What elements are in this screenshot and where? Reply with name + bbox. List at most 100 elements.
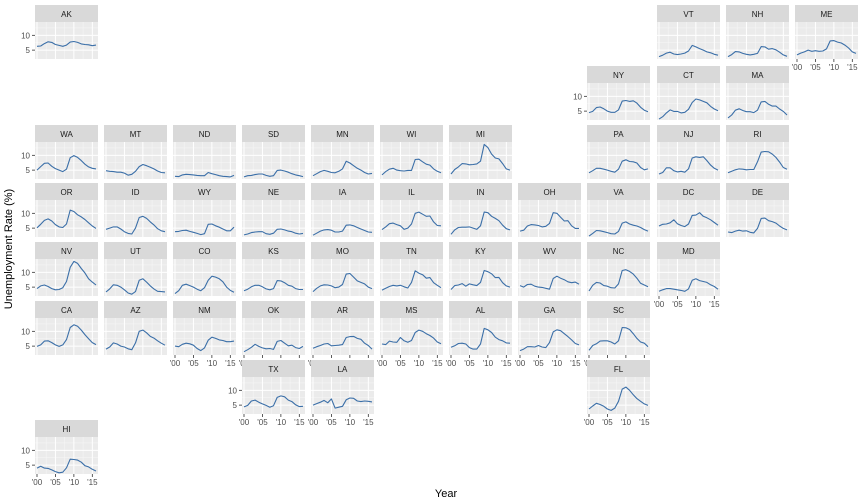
facet-strip-label: FL: [614, 365, 624, 374]
series-line-nm: [174, 336, 235, 352]
facet-strip-label: CA: [61, 306, 73, 315]
facet-strip-label: NH: [752, 10, 764, 19]
x-tick-label: '00: [308, 418, 319, 427]
facet-strip: [311, 183, 374, 200]
facet-nv: NV 5 10: [21, 242, 98, 296]
facet-strip-label: DE: [752, 188, 763, 197]
facet-strip: [35, 242, 98, 259]
facet-strip-label: ND: [199, 130, 211, 139]
facet-strip-label: NJ: [684, 130, 694, 139]
series-line-me: [796, 40, 857, 56]
facet-strip: [726, 66, 789, 83]
facet-strip: [657, 183, 720, 200]
facet-strip-label: WA: [60, 130, 73, 139]
x-tick-label: '10: [207, 359, 218, 368]
series-line-al: [450, 327, 511, 350]
facet-ca: CA 5 10: [21, 301, 98, 355]
facet-strip: [104, 183, 167, 200]
facet-nd: ND: [173, 125, 236, 179]
facet-strip-label: GA: [544, 306, 556, 315]
series-line-ks: [243, 280, 303, 292]
facet-ne: NE: [242, 183, 305, 237]
series-line-wi: [381, 158, 442, 176]
facet-strip-label: OH: [544, 188, 556, 197]
facet-strip-label: MD: [682, 247, 695, 256]
series-line-fl: [588, 386, 649, 411]
facet-md: MD '00 '05 '10 '15: [654, 242, 720, 309]
facet-vt: VT: [657, 5, 720, 59]
facet-strip: [104, 301, 167, 318]
series-line-hi: [36, 458, 97, 474]
facet-mn: MN: [311, 125, 374, 179]
facet-strip-label: MI: [476, 130, 485, 139]
series-line-ms: [381, 329, 442, 346]
x-tick-label: '05: [810, 63, 821, 72]
facet-az: AZ: [104, 301, 167, 355]
facet-strip: [173, 301, 236, 318]
y-tick-label: 10: [21, 327, 30, 336]
facet-ri: RI: [726, 125, 789, 179]
y-tick-label: 10: [21, 209, 30, 218]
facet-panel: [518, 259, 581, 296]
facet-ms: MS '00 '05 '10 '15: [377, 301, 443, 368]
x-tick-label: '15: [225, 359, 236, 368]
facet-strip-label: KS: [268, 247, 279, 256]
y-tick-label: 5: [26, 342, 31, 351]
x-tick-label: '05: [464, 359, 475, 368]
facet-strip: [726, 183, 789, 200]
y-tick-label: 5: [26, 224, 31, 233]
series-line-az: [105, 329, 166, 351]
facet-strip-label: HI: [63, 425, 71, 434]
facet-ga: GA '00 '05 '10 '15: [515, 301, 581, 368]
facet-strip: [587, 360, 650, 377]
x-tick-label: '15: [709, 300, 720, 309]
facet-wi: WI: [380, 125, 443, 179]
facet-panel: [173, 318, 236, 355]
facet-me: ME '00 '05 '10 '15: [792, 5, 858, 72]
series-line-va: [588, 221, 649, 237]
series-line-oh: [519, 212, 579, 232]
facet-strip: [311, 301, 374, 318]
y-tick-label: 5: [578, 107, 583, 116]
facet-strip: [795, 5, 858, 22]
facet-strip-label: IL: [408, 188, 415, 197]
facet-strip-label: ME: [821, 10, 833, 19]
facet-strip: [587, 66, 650, 83]
x-tick-label: '00: [377, 359, 388, 368]
x-tick-label: '00: [239, 418, 250, 427]
facet-strip: [726, 5, 789, 22]
series-line-nv: [36, 260, 97, 291]
y-tick-label: 10: [573, 92, 582, 101]
series-line-pa: [588, 159, 649, 174]
facet-wa: WA 5 10: [21, 125, 98, 179]
facet-strip: [173, 242, 236, 259]
facet-ok: OK'00'05'10'15: [239, 301, 305, 368]
facet-strip: [311, 242, 374, 259]
facet-strip-label: NV: [61, 247, 73, 256]
facet-strip-label: KY: [475, 247, 486, 256]
facet-panel: [173, 200, 236, 237]
series-line-ia: [312, 224, 373, 236]
x-tick-label: '15: [432, 359, 443, 368]
facet-panel: [587, 142, 650, 179]
y-tick-label: 10: [21, 31, 30, 40]
facet-tn: TN: [380, 242, 443, 296]
x-tick-label: '00: [515, 359, 526, 368]
facet-ct: CT: [657, 66, 720, 120]
x-tick-label: '10: [691, 300, 702, 309]
facet-strip: [35, 5, 98, 22]
facet-strip-label: TN: [406, 247, 417, 256]
x-tick-label: '05: [50, 478, 61, 487]
facet-tx: TX 5 10 '00 '05 '10 '15: [228, 360, 305, 427]
x-tick-label: '00: [792, 63, 803, 72]
x-tick-label: '10: [621, 418, 632, 427]
series-line-ok: [243, 339, 304, 353]
series-line-mt: [105, 163, 166, 176]
facet-panel: [173, 259, 236, 296]
y-axis-title: Unemployment Rate (%): [3, 189, 15, 309]
series-line-mo: [312, 272, 373, 293]
facet-panel: [35, 200, 98, 237]
x-tick-label: '15: [363, 418, 374, 427]
facet-strip: [242, 242, 305, 259]
facet-strip-label: WY: [198, 188, 212, 197]
